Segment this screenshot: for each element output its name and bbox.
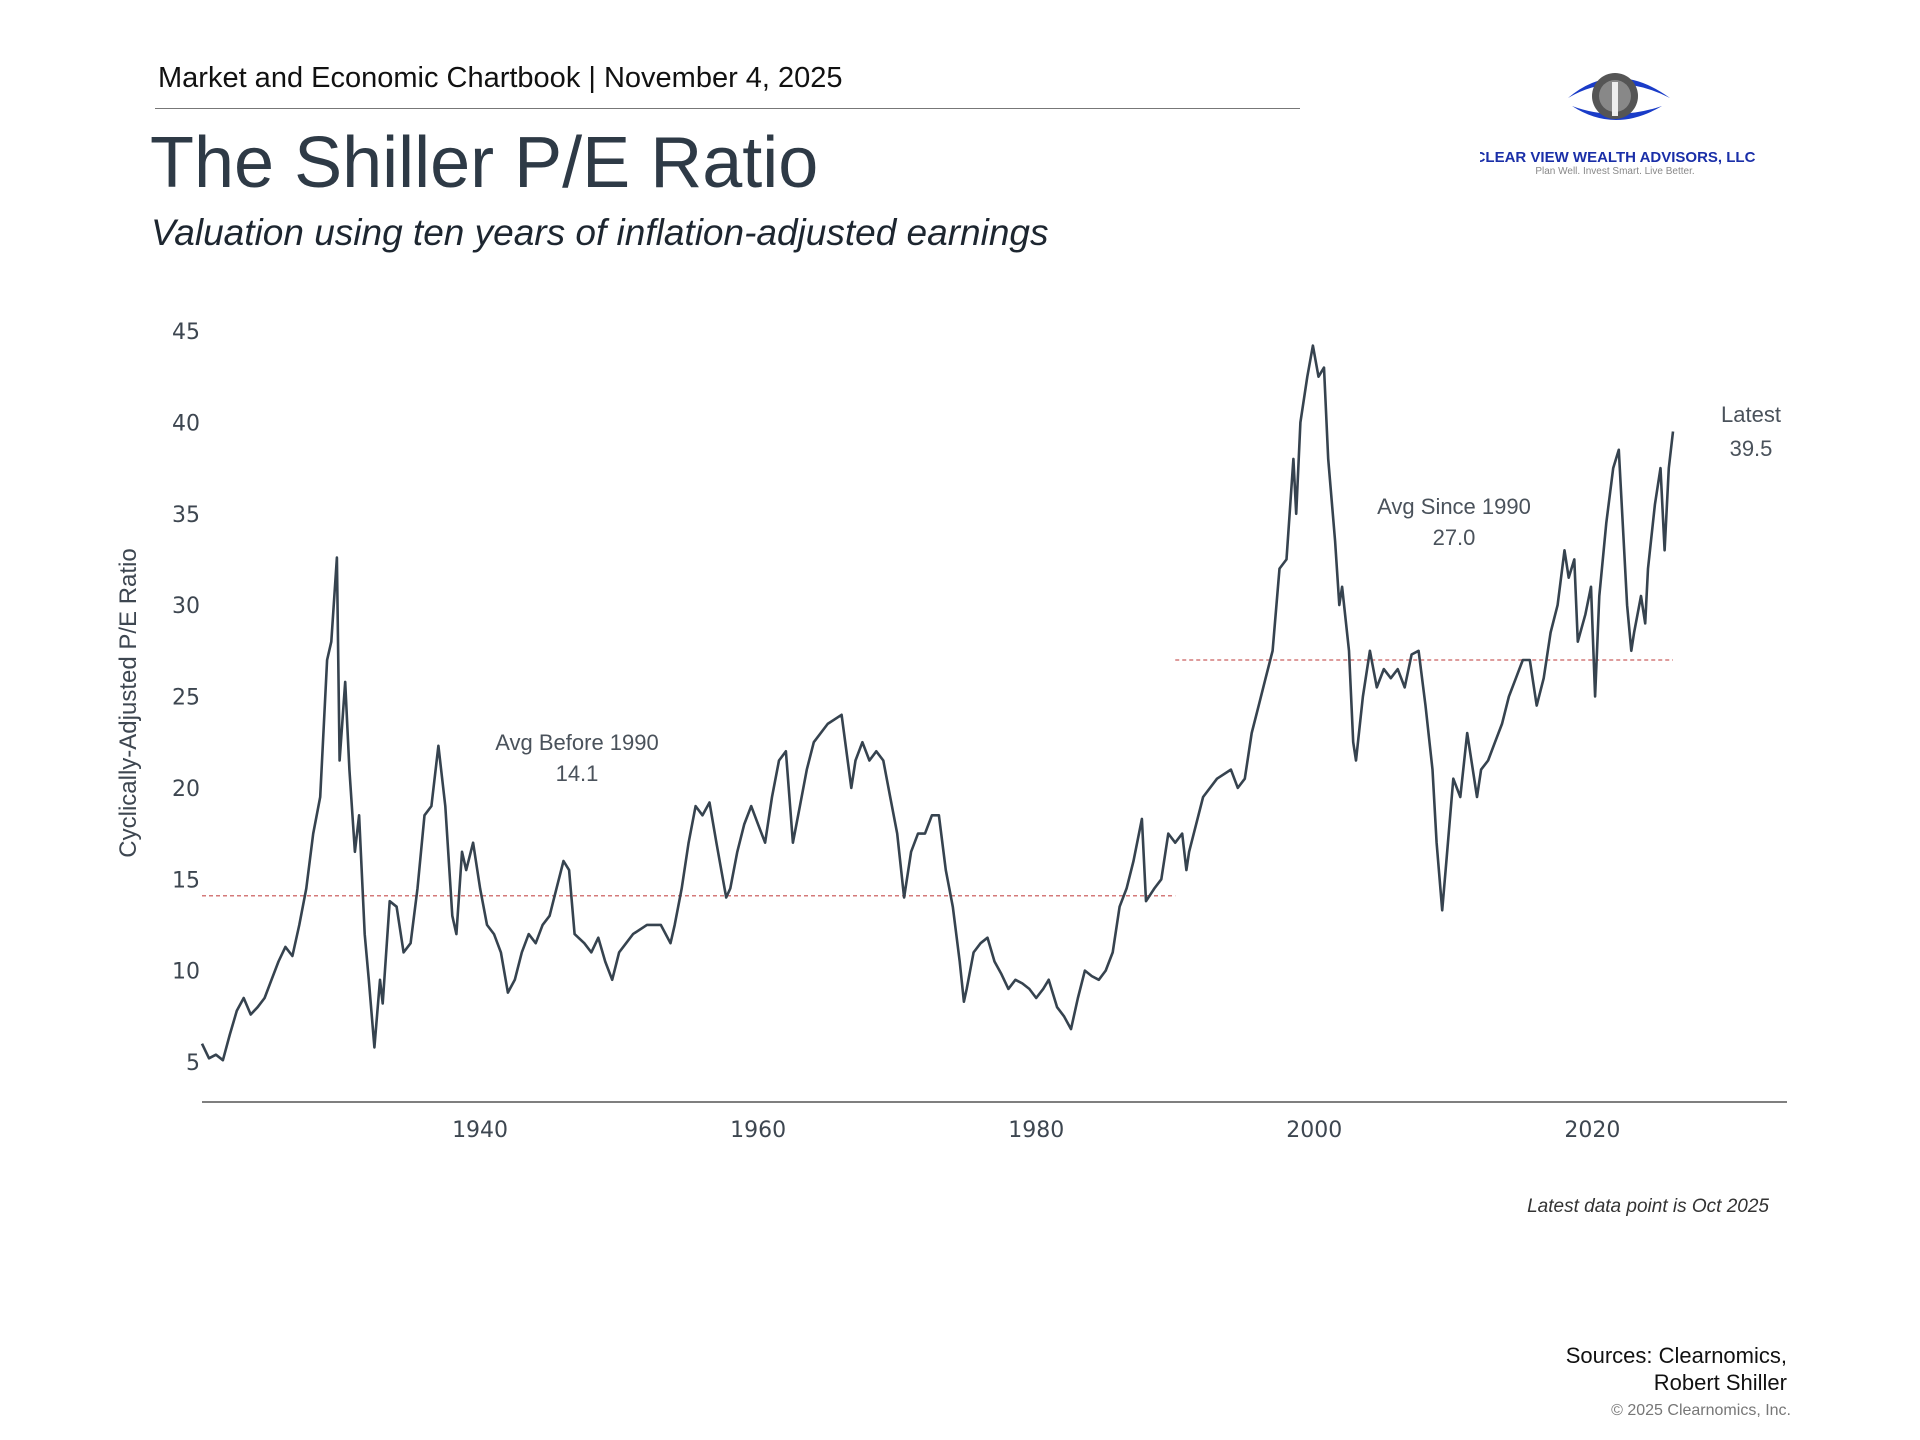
y-tick-label: 45	[172, 320, 200, 345]
y-tick-label: 10	[172, 960, 200, 985]
y-tick-label: 30	[172, 594, 200, 619]
latest-value: 39.5	[1730, 436, 1773, 461]
y-axis-label: Cyclically-Adjusted P/E Ratio	[115, 548, 142, 857]
y-tick-label: 40	[172, 411, 200, 436]
latest-label: Latest	[1721, 402, 1781, 427]
avg-before-1990-label: Avg Before 1990	[495, 730, 659, 755]
x-tick-label: 1940	[452, 1118, 508, 1143]
y-tick-label: 20	[172, 777, 200, 802]
sources: Sources: Clearnomics, Robert Shiller	[1566, 1342, 1787, 1396]
cape-series-line	[200, 344, 1675, 1062]
y-tick-label: 25	[172, 686, 200, 711]
logo-name: CLEAR VIEW WEALTH ADVISORS, LLC	[1480, 149, 1756, 166]
y-tick-label: 15	[172, 868, 200, 893]
avg-since-1990-label: Avg Since 1990	[1377, 494, 1531, 519]
sources-line: Robert Shiller	[1653, 1370, 1787, 1395]
eye-lighthouse-logo-icon: CLEAR VIEW WEALTH ADVISORS, LLC Plan Wel…	[1475, 73, 1756, 177]
x-tick-label: 2000	[1286, 1118, 1342, 1143]
avg-since-1990-value: 27.0	[1433, 525, 1476, 550]
page-title: The Shiller P/E Ratio	[150, 123, 819, 203]
latest-data-footnote: Latest data point is Oct 2025	[1527, 1196, 1769, 1217]
company-logo: CLEAR VIEW WEALTH ADVISORS, LLC Plan Wel…	[1475, 70, 1780, 180]
x-tick-label: 2020	[1564, 1118, 1620, 1143]
chartbook-header: Market and Economic Chartbook | November…	[158, 62, 843, 94]
y-tick-label: 35	[172, 503, 200, 528]
y-tick-label: 5	[186, 1051, 200, 1076]
avg-before-1990-value: 14.1	[556, 761, 599, 786]
x-tick-label: 1980	[1008, 1118, 1064, 1143]
x-tick-label: 1960	[730, 1118, 786, 1143]
logo-tagline: Plan Well. Invest Smart. Live Better.	[1535, 166, 1694, 177]
header-divider	[155, 108, 1300, 109]
copyright: © 2025 Clearnomics, Inc.	[1611, 1402, 1791, 1419]
page-subtitle: Valuation using ten years of inflation-a…	[151, 212, 1049, 253]
sources-line: Sources: Clearnomics,	[1565, 1343, 1787, 1368]
